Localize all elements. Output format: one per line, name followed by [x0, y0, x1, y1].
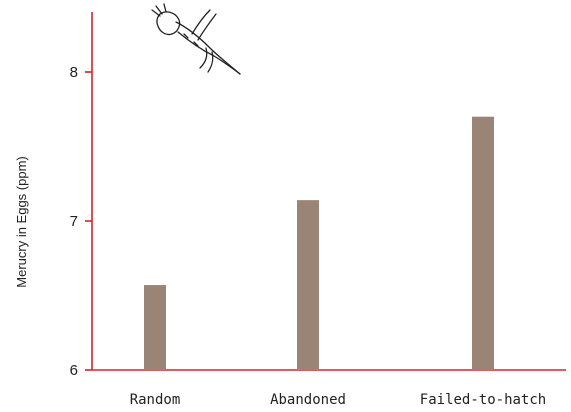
x-axis-category-labels: Random Abandoned Failed-to-hatch	[130, 392, 547, 408]
bar-random	[144, 285, 166, 370]
bird-illustration-icon	[151, 3, 241, 75]
bar-abandoned	[297, 200, 319, 370]
x-category-label-abandoned: Abandoned	[270, 392, 346, 408]
y-tick-label-6: 6	[70, 362, 78, 379]
bar-failed-to-hatch	[472, 116, 494, 370]
y-axis-tick-labels: 6 7 8	[70, 64, 78, 379]
y-axis-ticks	[85, 71, 92, 371]
bar-series	[144, 116, 494, 370]
y-axis-title: Merucry in Eggs (ppm)	[14, 156, 29, 287]
y-tick-label-7: 7	[70, 213, 78, 230]
x-category-label-failed-to-hatch: Failed-to-hatch	[420, 392, 546, 408]
x-category-label-random: Random	[130, 392, 181, 408]
y-tick-label-8: 8	[70, 64, 78, 81]
